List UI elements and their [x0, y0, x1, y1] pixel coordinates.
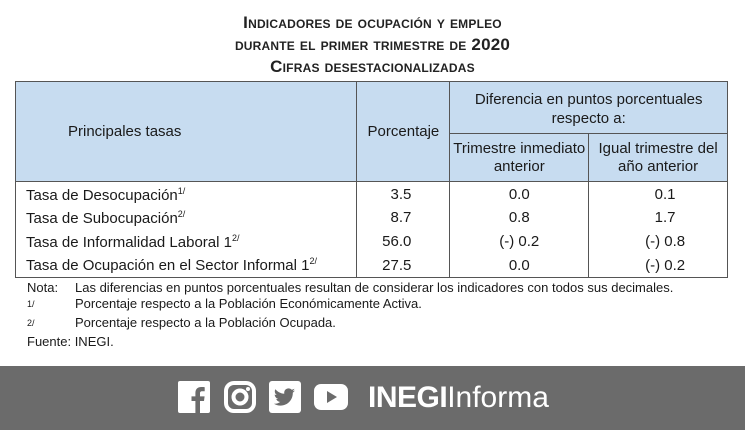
header-principales-tasas: Principales tasas: [14, 81, 358, 182]
row-name: Tasa de Subocupación2/: [14, 205, 358, 230]
row-trimestre: 0.0: [449, 253, 590, 278]
table-row: Tasa de Ocupación en el Sector Informal …: [14, 253, 728, 278]
instagram-icon[interactable]: [223, 380, 257, 414]
header-igual-trimestre: Igual trimestre del año anterior: [588, 133, 728, 182]
note-row: Nota: Las diferencias en puntos porcentu…: [27, 280, 673, 296]
notes-block: Nota: Las diferencias en puntos porcentu…: [27, 280, 673, 350]
row-igual: (-) 0.2: [588, 253, 728, 278]
row-igual: 1.7: [588, 205, 728, 230]
inegi-informa-logo: INEGIInforma: [368, 381, 549, 414]
row-name: Tasa de Informalidad Laboral 12/: [14, 229, 358, 254]
row-igual: 0.1: [588, 181, 728, 206]
note-row: 1/ Porcentaje respecto a la Población Ec…: [27, 296, 673, 315]
title-line-2: durante el primer trimestre de 2020: [234, 35, 511, 54]
header-porcentaje: Porcentaje: [356, 81, 451, 182]
footnote-mark: 2/: [177, 208, 186, 219]
row-porcentaje: 56.0: [356, 229, 451, 254]
row-trimestre: 0.0: [449, 181, 590, 206]
source-text: Fuente: INEGI.: [27, 334, 114, 349]
row-trimestre: (-) 0.2: [449, 229, 590, 254]
table-row: Tasa de Desocupación1/ 3.5 0.0 0.1: [14, 181, 728, 206]
footnote-mark: 1/: [177, 185, 186, 196]
table-row: Tasa de Subocupación2/ 8.7 0.8 1.7: [14, 205, 728, 230]
title-line-3: Cifras desestacionalizadas: [270, 57, 475, 76]
note-row: Fuente: INEGI.: [27, 334, 673, 350]
youtube-icon[interactable]: [313, 380, 349, 414]
title-line-1: Indicadores de ocupación y empleo: [243, 13, 502, 32]
indicators-table: Principales tasas Porcentaje Diferencia …: [14, 81, 728, 278]
footer-bar: INEGIInforma: [0, 366, 745, 430]
note-text: Las diferencias en puntos porcentuales r…: [75, 280, 674, 295]
note-text: Porcentaje respecto a la Población Econó…: [75, 296, 422, 311]
title-block: Indicadores de ocupación y empleo durant…: [0, 12, 745, 78]
row-trimestre: 0.8: [449, 205, 590, 230]
footnote-key: 2/: [27, 318, 35, 328]
facebook-icon[interactable]: [177, 380, 211, 414]
header-trimestre-anterior: Trimestre inmediato anterior: [449, 133, 590, 182]
twitter-icon[interactable]: [268, 380, 302, 414]
footnote-mark: 2/: [231, 232, 240, 243]
row-igual: (-) 0.8: [588, 229, 728, 254]
row-porcentaje: 3.5: [356, 181, 451, 206]
footnote-mark: 2/: [309, 256, 318, 267]
table-row: Tasa de Informalidad Laboral 12/ 56.0 (-…: [14, 229, 728, 254]
row-name: Tasa de Ocupación en el Sector Informal …: [14, 253, 358, 278]
footnote-key: 1/: [27, 299, 35, 309]
note-row: 2/ Porcentaje respecto a la Población Oc…: [27, 315, 673, 334]
note-text: Porcentaje respecto a la Población Ocupa…: [75, 315, 336, 330]
row-name: Tasa de Desocupación1/: [14, 181, 358, 206]
header-diferencia: Diferencia en puntos porcentuales respec…: [449, 81, 728, 134]
row-porcentaje: 8.7: [356, 205, 451, 230]
row-porcentaje: 27.5: [356, 253, 451, 278]
note-label: Nota:: [27, 280, 59, 295]
